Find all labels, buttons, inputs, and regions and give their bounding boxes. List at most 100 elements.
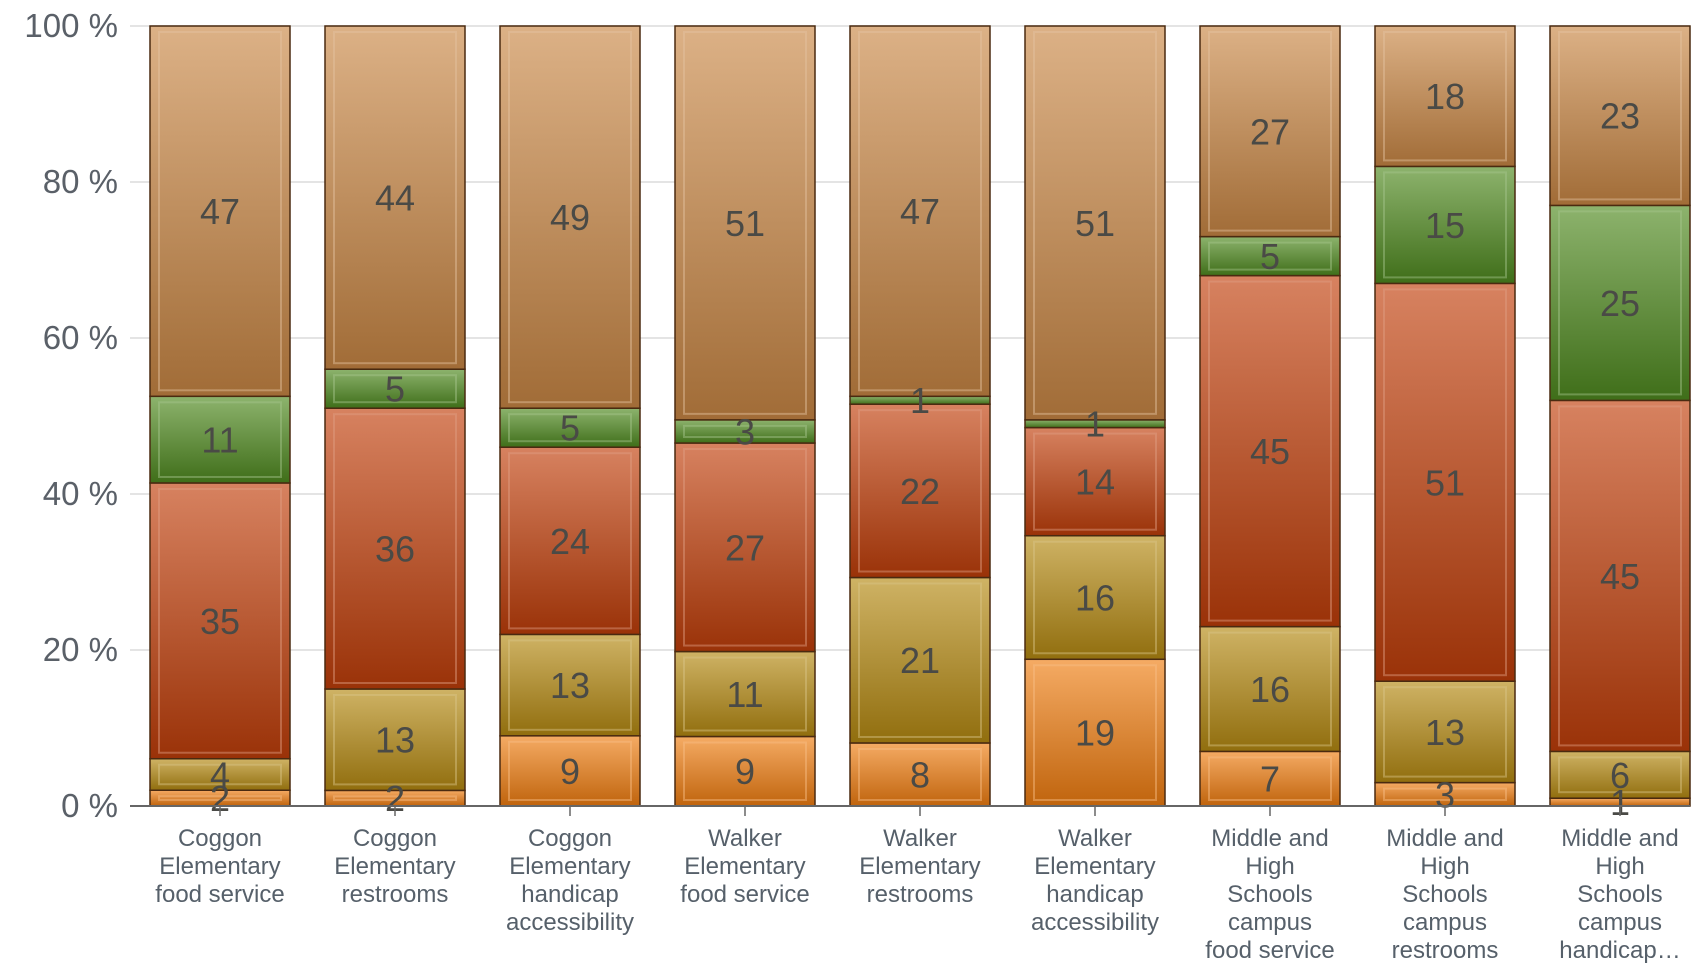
bar-segment <box>1024 25 1166 421</box>
bar-segment-highlight <box>508 413 632 443</box>
x-category-label-line: Elementary <box>859 853 980 880</box>
bar-segment-highlight <box>1383 787 1507 801</box>
bar-segment-highlight <box>333 413 457 684</box>
segment-value-label: 5 <box>385 369 405 410</box>
bar-segment-highlight <box>858 409 982 573</box>
x-axis <box>130 805 1690 816</box>
x-category-label-line: restrooms <box>1392 937 1499 964</box>
x-category-label-line: Walker <box>708 825 782 852</box>
x-category-label-line: Elementary <box>1034 853 1155 880</box>
bar-segment-highlight <box>1383 171 1507 279</box>
bar-segment <box>499 25 641 409</box>
bar-segment <box>849 576 991 744</box>
bar-segment <box>499 407 641 448</box>
x-category-label-line: Schools <box>1402 881 1487 908</box>
x-category-label-line: Elementary <box>334 853 455 880</box>
bar-segment <box>1199 274 1341 628</box>
bar-segment-highlight <box>333 694 457 786</box>
x-category-label-line: High <box>1595 853 1644 880</box>
bar-segment <box>1549 750 1691 799</box>
segment-value-label: 19 <box>1075 713 1115 754</box>
segment-value-label: 51 <box>1425 462 1465 503</box>
bar-segment <box>674 442 816 653</box>
x-category-label-line: Elementary <box>684 853 805 880</box>
x-category-label-line: food service <box>1205 937 1334 964</box>
bar-segment-highlight <box>683 424 807 439</box>
segment-value-labels: 2435114721336544913245499112735182122147… <box>200 76 1640 823</box>
bar-segment-highlight <box>1208 756 1332 802</box>
x-category-label: Coggon Elementary restrooms <box>334 825 455 908</box>
bar-segment-highlight <box>508 639 632 731</box>
segment-value-label: 21 <box>900 640 940 681</box>
bar-segment-highlight <box>1208 31 1332 232</box>
segment-value-label: 25 <box>1600 283 1640 324</box>
bar-segment-highlight <box>1208 280 1332 622</box>
segment-value-label: 49 <box>550 197 590 238</box>
bar-segment-highlight <box>683 656 807 732</box>
segment-value-label: 27 <box>1250 111 1290 152</box>
x-category-label-line: campus <box>1228 909 1312 936</box>
x-category-label-line: restrooms <box>867 881 974 908</box>
y-tick-label: 20 % <box>43 631 118 668</box>
segment-value-label: 1 <box>1610 782 1630 823</box>
bar-segment <box>1199 625 1341 753</box>
segment-value-label: 5 <box>1260 236 1280 277</box>
bar-segment-highlight <box>683 31 807 415</box>
x-category-label-line: Walker <box>883 825 957 852</box>
segment-value-label: 13 <box>1425 712 1465 753</box>
x-category-label-line: Middle and <box>1211 825 1328 852</box>
y-axis-tick-labels: 0 % 20 % 40 % 60 % 80 % 100 % <box>24 7 118 824</box>
bar-segment-highlight <box>333 31 457 365</box>
segment-value-label: 9 <box>560 751 580 792</box>
x-category-label-line: Coggon <box>528 825 612 852</box>
bar-segment-highlight <box>1558 31 1682 201</box>
bar-segment <box>849 403 991 579</box>
x-category-label-line: Schools <box>1577 881 1662 908</box>
bar-segment-highlight <box>1033 664 1157 801</box>
x-category-label-line: Middle and <box>1386 825 1503 852</box>
bar-segment <box>1549 204 1691 402</box>
bar-segment <box>499 446 641 636</box>
bar-segment-highlight <box>1558 405 1682 747</box>
x-category-label: Middle and High Schools campus restrooms <box>1386 825 1503 964</box>
x-category-label-line: Middle and <box>1561 825 1678 852</box>
bar-segment <box>1024 534 1166 661</box>
x-category-label: Middle and High Schools campus handicap… <box>1559 825 1680 964</box>
bar-segment-highlight <box>1383 288 1507 677</box>
segment-value-label: 3 <box>735 411 755 452</box>
x-category-label-line: accessibility <box>506 909 634 936</box>
bar-segment-highlight <box>1208 631 1332 747</box>
x-category-label-line: Coggon <box>353 825 437 852</box>
bar-segment <box>324 368 466 409</box>
bar-segment <box>1199 235 1341 277</box>
bar-segment <box>1374 165 1516 285</box>
segment-value-label: 4 <box>210 754 230 795</box>
bar-segment <box>1199 25 1341 238</box>
x-category-label-line: handicap <box>521 881 618 908</box>
x-category-label: Walker Elementary food service <box>680 825 809 908</box>
bar-segment-highlight <box>1383 31 1507 162</box>
bars <box>149 25 1691 807</box>
bar-segment <box>1374 25 1516 168</box>
x-category-label: Walker Elementary handicap accessibility <box>1031 825 1159 936</box>
segment-value-label: 45 <box>1600 556 1640 597</box>
segment-value-label: 13 <box>550 665 590 706</box>
segment-value-label: 8 <box>910 754 930 795</box>
segment-value-label: 13 <box>375 720 415 761</box>
bar-segment-highlight <box>508 452 632 630</box>
bar-segment-highlight <box>158 795 282 802</box>
segment-value-label: 7 <box>1260 759 1280 800</box>
segment-value-label: 9 <box>735 751 755 792</box>
bar-segment-highlight <box>1208 241 1332 271</box>
bar-segment <box>849 25 991 398</box>
bar-segment <box>1549 25 1691 207</box>
bar-segment <box>674 650 816 738</box>
y-tick-label: 40 % <box>43 475 118 512</box>
bar-segment <box>324 25 466 370</box>
segment-value-label: 1 <box>1085 404 1105 445</box>
segment-value-label: 15 <box>1425 205 1465 246</box>
segment-value-label: 51 <box>725 203 765 244</box>
segment-value-label: 35 <box>200 601 240 642</box>
